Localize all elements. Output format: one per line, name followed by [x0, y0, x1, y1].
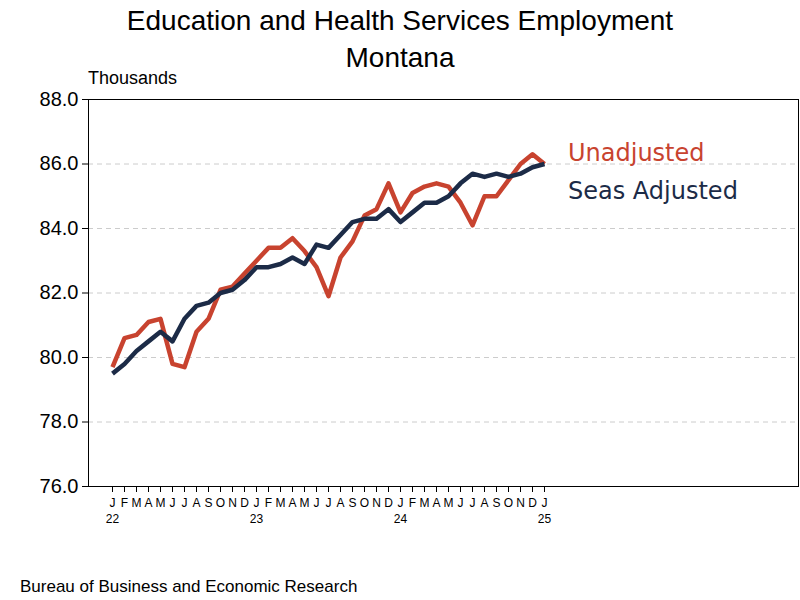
html-text:Education and Health Services: Education and Health Services Employment — [126, 5, 674, 36]
svg-text:M: M — [420, 496, 430, 510]
html-text:Montana: Montana — [345, 42, 455, 73]
svg-text:J: J — [470, 496, 476, 510]
html-text:Bureau of Business and Economi: Bureau of Business and Economic Research — [20, 577, 358, 596]
svg-text:A: A — [480, 496, 488, 510]
svg-text:D: D — [384, 496, 393, 510]
svg-text:J22: J22 — [106, 496, 120, 526]
svg-text:M: M — [132, 496, 142, 510]
svg-text:F: F — [265, 496, 272, 510]
html-text:Unadjusted: Unadjusted — [568, 139, 705, 167]
svg-text:78.0: 78.0 — [40, 410, 79, 432]
svg-text:80.0: 80.0 — [40, 346, 79, 368]
svg-text:J24: J24 — [394, 496, 408, 526]
svg-text:86.0: 86.0 — [40, 152, 79, 174]
svg-text:A: A — [336, 496, 344, 510]
svg-text:N: N — [372, 496, 381, 510]
svg-text:D: D — [240, 496, 249, 510]
svg-text:88.0: 88.0 — [40, 90, 79, 110]
svg-text:A: A — [432, 496, 440, 510]
svg-text:J: J — [182, 496, 188, 510]
svg-text:S: S — [204, 496, 212, 510]
svg-text:M: M — [156, 496, 166, 510]
svg-text:O: O — [504, 496, 513, 510]
svg-text:F: F — [409, 496, 416, 510]
svg-text:N: N — [228, 496, 237, 510]
svg-text:J: J — [314, 496, 320, 510]
svg-text:A: A — [288, 496, 296, 510]
svg-text:D: D — [528, 496, 537, 510]
svg-text:F: F — [121, 496, 128, 510]
svg-text:M: M — [444, 496, 454, 510]
svg-text:J: J — [326, 496, 332, 510]
svg-text:J25: J25 — [538, 496, 552, 526]
svg-text:J: J — [170, 496, 176, 510]
svg-text:O: O — [216, 496, 225, 510]
svg-text:82.0: 82.0 — [40, 281, 79, 303]
svg-text:A: A — [192, 496, 200, 510]
svg-text:J23: J23 — [250, 496, 264, 526]
svg-text:M: M — [300, 496, 310, 510]
html-text:Thousands: Thousands — [88, 68, 178, 88]
html-text:Seas Adjusted: Seas Adjusted — [568, 177, 738, 205]
svg-text:O: O — [360, 496, 369, 510]
svg-text:84.0: 84.0 — [40, 217, 79, 239]
svg-text:S: S — [492, 496, 500, 510]
svg-text:S: S — [348, 496, 356, 510]
svg-text:A: A — [144, 496, 152, 510]
svg-text:J: J — [458, 496, 464, 510]
svg-text:76.0: 76.0 — [40, 475, 79, 497]
svg-text:M: M — [276, 496, 286, 510]
svg-text:N: N — [516, 496, 525, 510]
